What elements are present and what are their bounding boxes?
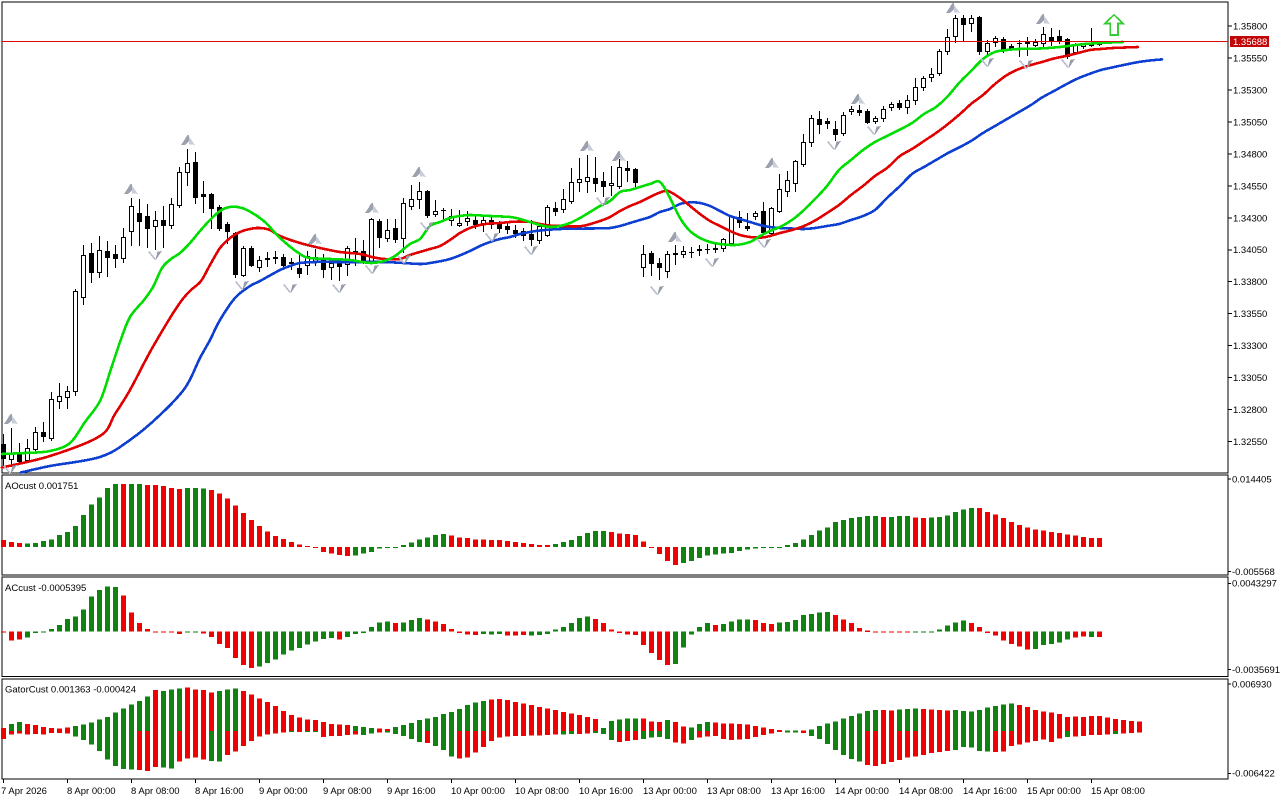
svg-text:-0.005568: -0.005568 (1232, 567, 1275, 578)
svg-text:1.32550: 1.32550 (1233, 437, 1267, 448)
svg-text:ACcust -0.0005395: ACcust -0.0005395 (5, 583, 86, 594)
svg-text:-0.006422: -0.006422 (1232, 769, 1275, 780)
svg-text:10 Apr 08:00: 10 Apr 08:00 (515, 786, 569, 797)
svg-text:1.35550: 1.35550 (1233, 54, 1267, 65)
svg-text:13 Apr 00:00: 13 Apr 00:00 (643, 786, 697, 797)
svg-text:1.33550: 1.33550 (1233, 309, 1267, 320)
svg-text:AOcust 0.001751: AOcust 0.001751 (5, 481, 78, 492)
svg-text:8 Apr 16:00: 8 Apr 16:00 (195, 786, 244, 797)
svg-text:1.33050: 1.33050 (1233, 373, 1267, 384)
svg-text:15 Apr 00:00: 15 Apr 00:00 (1027, 786, 1081, 797)
svg-text:1.35688: 1.35688 (1233, 37, 1267, 48)
svg-text:1.34050: 1.34050 (1233, 245, 1267, 256)
svg-text:9 Apr 08:00: 9 Apr 08:00 (323, 786, 372, 797)
svg-text:1.33800: 1.33800 (1233, 277, 1267, 288)
svg-text:13 Apr 16:00: 13 Apr 16:00 (771, 786, 825, 797)
svg-text:14 Apr 00:00: 14 Apr 00:00 (835, 786, 889, 797)
svg-text:14 Apr 08:00: 14 Apr 08:00 (899, 786, 953, 797)
svg-text:1.35800: 1.35800 (1233, 22, 1267, 33)
svg-text:0.0043297: 0.0043297 (1232, 579, 1277, 590)
svg-text:8 Apr 00:00: 8 Apr 00:00 (67, 786, 116, 797)
svg-text:15 Apr 08:00: 15 Apr 08:00 (1091, 786, 1145, 797)
svg-text:-0.0035691: -0.0035691 (1232, 665, 1280, 676)
svg-text:1.33300: 1.33300 (1233, 341, 1267, 352)
svg-text:9 Apr 00:00: 9 Apr 00:00 (259, 786, 308, 797)
svg-text:13 Apr 08:00: 13 Apr 08:00 (707, 786, 761, 797)
svg-text:GatorCust 0.001363 -0.000424: GatorCust 0.001363 -0.000424 (5, 685, 136, 696)
svg-text:1.34550: 1.34550 (1233, 181, 1267, 192)
svg-text:7 Apr 2026: 7 Apr 2026 (1, 786, 47, 797)
svg-text:1.35300: 1.35300 (1233, 86, 1267, 97)
svg-text:1.32800: 1.32800 (1233, 405, 1267, 416)
svg-text:9 Apr 16:00: 9 Apr 16:00 (387, 786, 436, 797)
svg-text:1.35050: 1.35050 (1233, 118, 1267, 129)
svg-text:0.014405: 0.014405 (1232, 475, 1272, 486)
svg-text:14 Apr 16:00: 14 Apr 16:00 (963, 786, 1017, 797)
svg-text:8 Apr 08:00: 8 Apr 08:00 (131, 786, 180, 797)
svg-text:1.34300: 1.34300 (1233, 213, 1267, 224)
svg-text:10 Apr 00:00: 10 Apr 00:00 (451, 786, 505, 797)
svg-text:1.34800: 1.34800 (1233, 149, 1267, 160)
svg-text:10 Apr 16:00: 10 Apr 16:00 (579, 786, 633, 797)
svg-text:0.006930: 0.006930 (1232, 679, 1272, 690)
